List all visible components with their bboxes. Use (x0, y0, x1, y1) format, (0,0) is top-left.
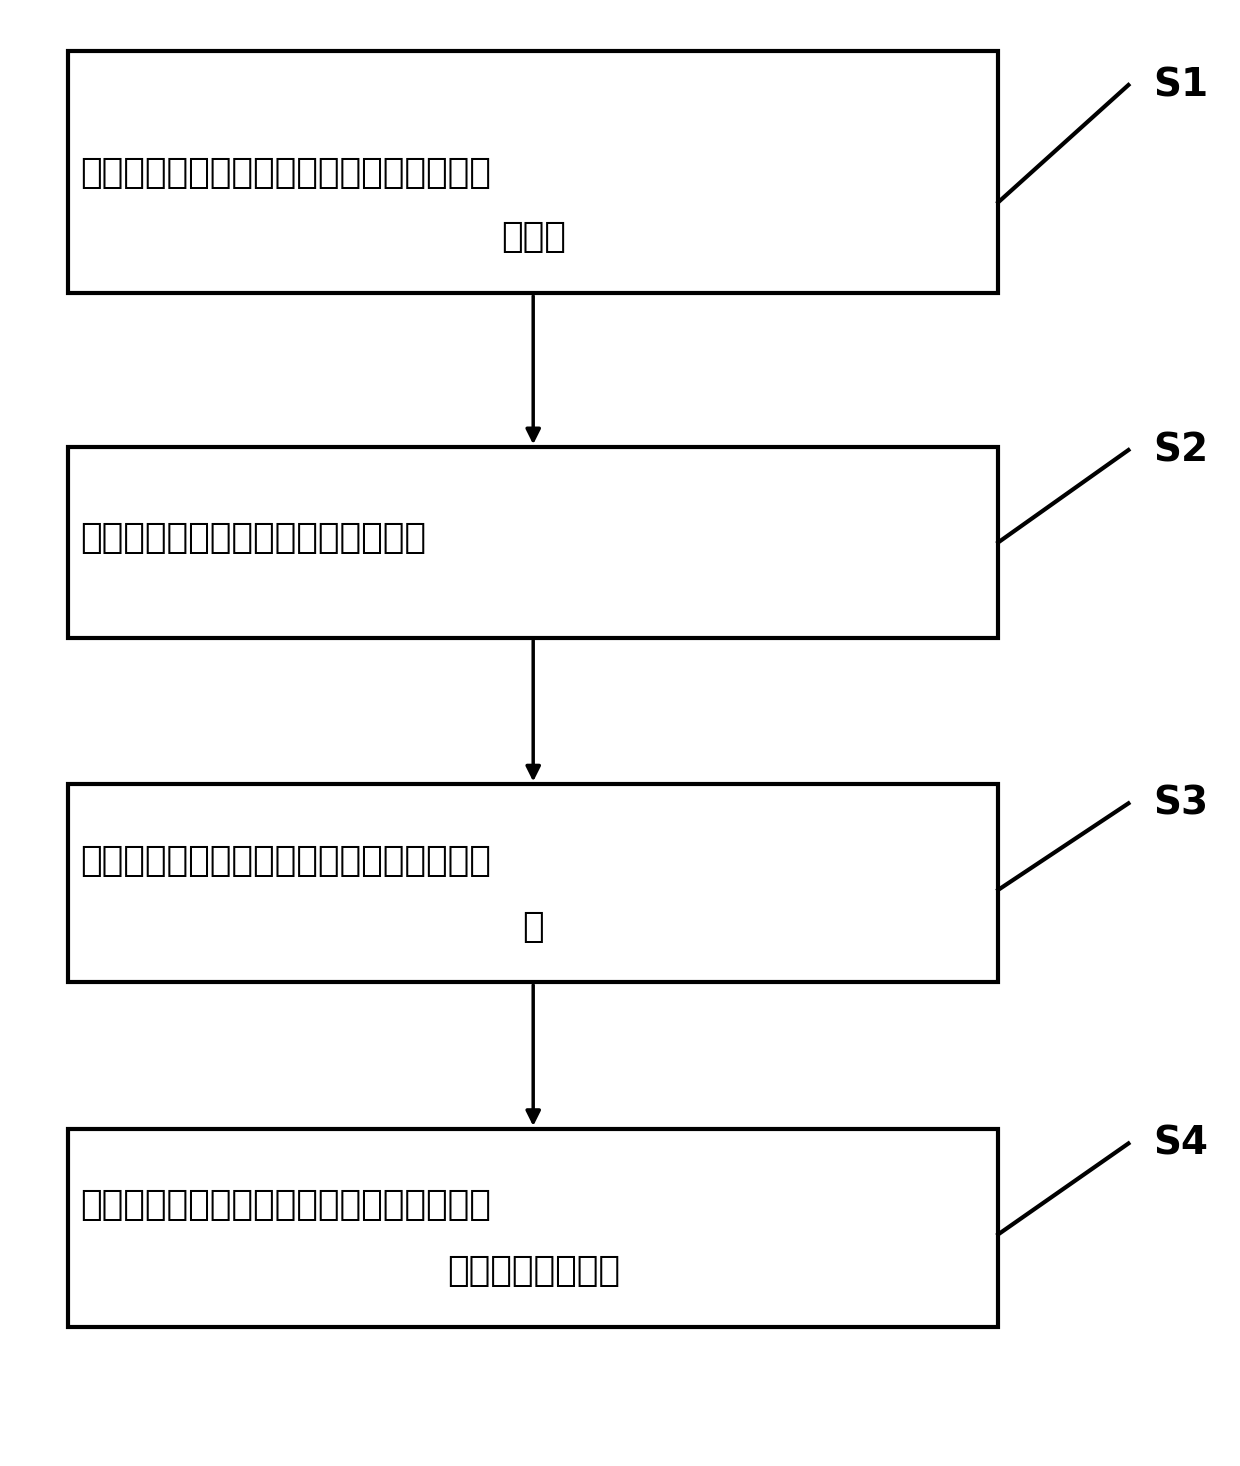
Text: S3: S3 (1153, 784, 1208, 822)
Text: S4: S4 (1153, 1124, 1208, 1163)
Bar (68, 447, 998, 638)
Bar (68, 784, 998, 982)
Text: S1: S1 (1153, 66, 1208, 104)
Bar (68, 51, 998, 293)
Text: 型: 型 (522, 909, 544, 944)
Text: 利用所建立的模型区分正常单籽粒作物和不: 利用所建立的模型区分正常单籽粒作物和不 (81, 1187, 491, 1223)
Text: S2: S2 (1153, 431, 1208, 469)
Text: 构建单籽粒作物不完善粒近红外判别分析模: 构建单籽粒作物不完善粒近红外判别分析模 (81, 843, 491, 878)
Text: 采集单籽粒作物单籽粒的近红外光谱: 采集单籽粒作物单籽粒的近红外光谱 (81, 520, 427, 556)
Text: 息矩阵: 息矩阵 (501, 220, 565, 255)
Text: 完善粒单籽粒作物: 完善粒单籽粒作物 (446, 1253, 620, 1289)
Text: 收集样品，检测不完善粒情况，建立类别信: 收集样品，检测不完善粒情况，建立类别信 (81, 155, 491, 191)
Bar (68, 1129, 998, 1327)
